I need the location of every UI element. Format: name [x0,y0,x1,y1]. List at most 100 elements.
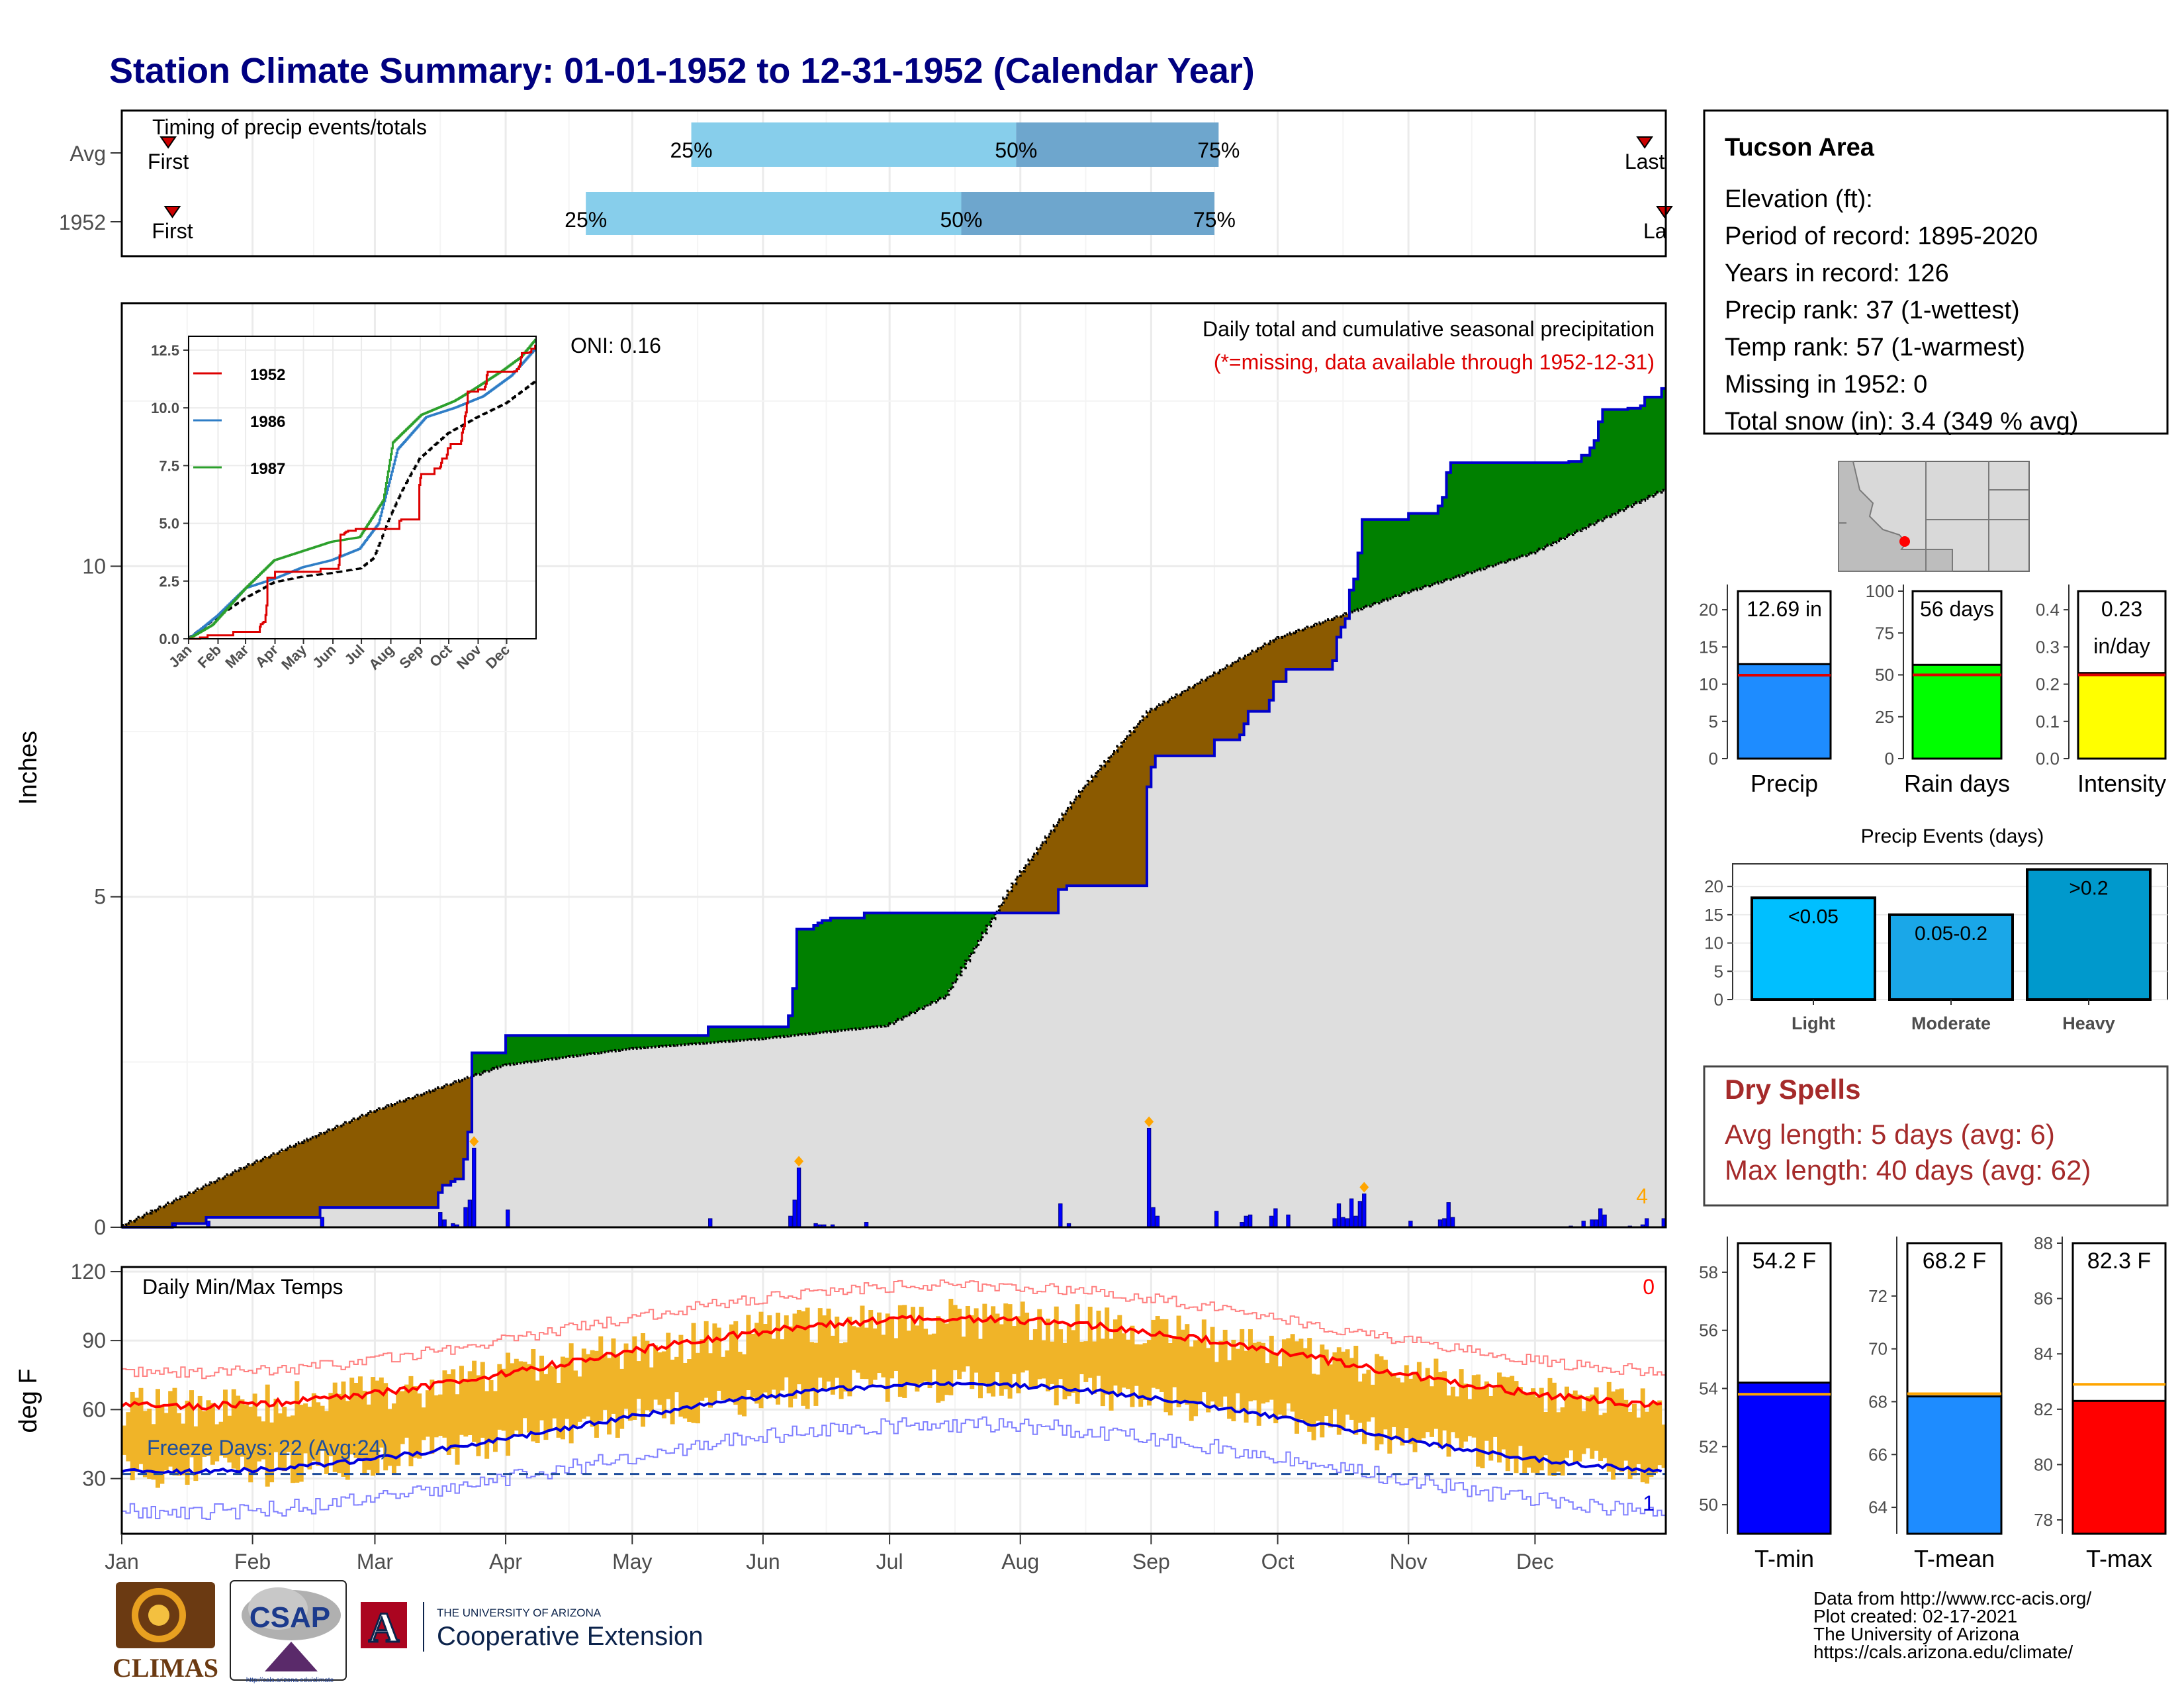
daily-precip-bar [1645,1218,1649,1228]
timing-1952-q50-label: 50% [940,208,982,232]
timing-panel: Timing of precip events/totals 25% 50% 7… [59,109,1673,258]
record-min-line [122,1416,1666,1521]
daily-temp-bar [758,1311,764,1409]
daily-temp-bar [1531,1388,1535,1473]
daily-temp-bar [923,1329,929,1382]
daily-temp-bar [1134,1344,1139,1386]
station-info-box: Tucson Area Elevation (ft): Period of re… [1703,109,2169,436]
daily-temp-bar [1100,1338,1105,1407]
daily-temp-bar [168,1391,173,1467]
daily-precip-bar [1248,1214,1253,1228]
events-ytick: 20 [1704,876,1723,896]
daily-temp-bar [1391,1373,1396,1427]
daily-temp-bar [864,1327,869,1380]
ua-small-text: THE UNIVERSITY OF ARIZONA [437,1607,602,1619]
daily-precip-bar [792,1199,797,1228]
credits-line-2: Plot created: 02-17-2021 [1813,1606,2017,1626]
inset-legend-1952: 1952 [250,366,285,384]
daily-temp-bar [159,1405,165,1484]
daily-temp-bar [999,1324,1004,1396]
inset-border [188,336,537,639]
daily-temp-bar [822,1315,827,1390]
daily-temp-bar [902,1305,907,1398]
summary-1-ytick: 75 [1875,623,1894,643]
timing-avg-last-marker [1636,136,1654,149]
summary-2-ytick: 0.0 [2036,749,2060,769]
daily-temp-bar [514,1358,519,1431]
daily-temp-bar [1075,1304,1080,1404]
daily-temp-bar [1505,1377,1510,1472]
daily-temp-bar [1231,1339,1236,1422]
daily-temp-bar [298,1405,304,1482]
daily-precip-bar [467,1199,473,1228]
daily-temp-bar [1324,1349,1329,1417]
inset-ytick: 2.5 [159,573,179,590]
daily-temp-bar [809,1342,814,1392]
inset-line-1987 [188,338,537,640]
daily-temp-bar [1214,1362,1219,1407]
extreme-event-marker [1359,1182,1369,1193]
daily-temp-bar [320,1405,325,1451]
inset-ytick: 7.5 [159,457,179,474]
daily-temp-bar [269,1422,275,1483]
inset-ytick: 10.0 [151,400,179,416]
daily-temp-bar [868,1309,874,1387]
daily-temp-bar [1126,1339,1131,1389]
daily-temp-bar [543,1374,549,1440]
daily-temp-bar [341,1382,346,1477]
daily-temp-bar [501,1368,506,1431]
daily-temp-bar [383,1383,388,1471]
daily-temp-bar [1071,1330,1076,1393]
daily-temp-bar [1602,1413,1608,1458]
tbar-0-ytick: 50 [1699,1495,1718,1515]
daily-temp-bar [442,1370,447,1438]
daily-temp-bar [817,1308,823,1378]
daily-temp-bar [1446,1395,1451,1457]
daily-temp-bar [1535,1397,1540,1475]
daily-temp-bar [193,1426,199,1481]
daily-temp-bar [387,1409,392,1466]
footer: CLIMAS CSAP http://cals.arizona.edu/clim… [113,1580,2091,1684]
events-title: Precip Events (days) [1861,825,2044,847]
month-tick-nov: Nov [1390,1550,1428,1573]
extreme-event-markers [469,1116,1369,1193]
daily-temp-bar [1594,1387,1599,1451]
daily-temp-bar [1315,1374,1320,1421]
daily-temp-bar [889,1317,895,1379]
daily-temp-bar [1387,1372,1392,1454]
daily-temp-bar [316,1402,321,1466]
intensity-value: 0.23 [2101,597,2142,621]
daily-precip-bar [1590,1219,1594,1228]
daily-temp-bar [1176,1315,1181,1407]
events-heavy-label: >0.2 [2069,878,2108,900]
daily-temp-bar [459,1366,464,1435]
daily-temp-bar [948,1299,954,1395]
temp-rank: Temp rank: 57 (1-warmest) [1725,334,2025,361]
daily-precip-bar [1336,1203,1342,1228]
daily-precip-bar [1357,1201,1363,1228]
tbar-1-ytick: 70 [1868,1339,1888,1359]
daily-temp-bar [1514,1381,1519,1474]
daily-temp-bar [670,1360,675,1425]
events-bar-moderate [1888,913,2014,1001]
daily-temp-bar [754,1323,760,1404]
daily-temp-bar [1206,1348,1211,1413]
daily-temp-bar [619,1368,625,1429]
daily-temp-bar [666,1333,671,1399]
timing-avg-light-bar [691,122,1017,167]
precip-chart-label: Precip [1751,770,1818,797]
daily-temp-bar [1379,1356,1384,1444]
daily-temp-bar [497,1364,502,1430]
daily-precip-bar [1269,1215,1274,1228]
daily-temp-bar [577,1376,582,1422]
daily-temp-bar [1087,1307,1093,1378]
dry-spells-max: Max length: 40 days (avg: 62) [1725,1154,2091,1186]
daily-temp-bar [172,1387,177,1476]
daily-temp-bar [1480,1387,1485,1469]
credits-line-1: Data from http://www.rcc-acis.org/ [1813,1588,2091,1609]
daily-temp-bar [1130,1325,1135,1407]
daily-temp-bar [1235,1348,1240,1393]
daily-temp-bar [737,1352,743,1415]
daily-temp-bar [366,1404,371,1470]
daily-precip-bar [788,1215,793,1228]
